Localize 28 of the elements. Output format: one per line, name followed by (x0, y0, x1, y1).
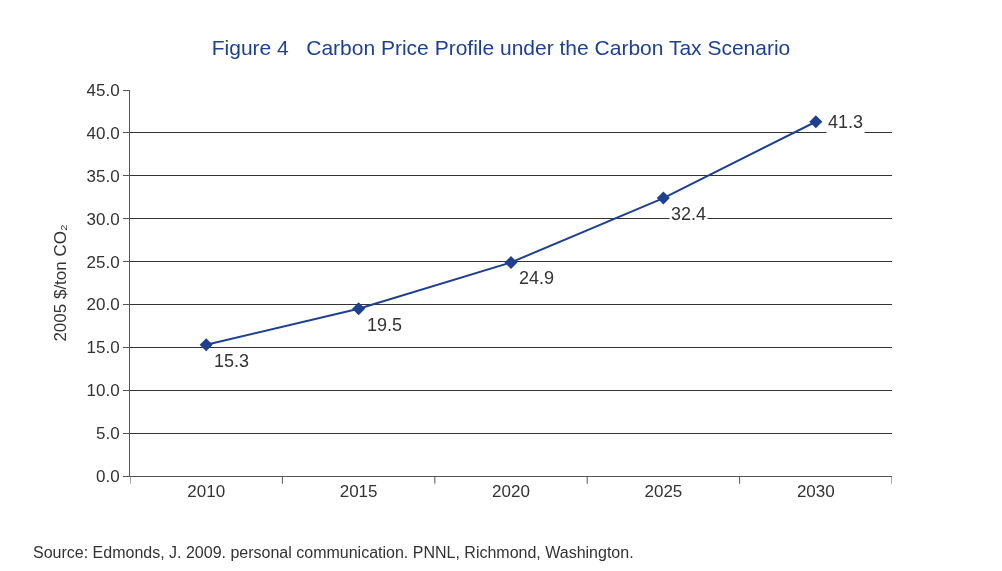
x-tick-label: 2030 (796, 482, 835, 502)
data-label: 32.4 (671, 204, 707, 224)
y-tick-label: 35.0 (86, 166, 120, 186)
x-tick-label: 2010 (187, 482, 226, 502)
y-tick-label: 15.0 (86, 338, 120, 358)
point (809, 115, 823, 129)
x-tick-label: 2020 (492, 482, 530, 502)
y-tick-label: 45.0 (86, 80, 120, 100)
y-tick-label: 20.0 (86, 295, 120, 315)
data-label: 15.3 (214, 351, 250, 371)
data-label: 19.5 (367, 315, 403, 335)
data-label: 24.9 (519, 268, 555, 288)
y-tick-label: 25.0 (86, 252, 120, 272)
source-note: Source: Edmonds, J. 2009. personal communication. PNNL, Richmond, Washington. (33, 544, 634, 561)
y-tick-label: 10.0 (86, 381, 120, 401)
x-tick-label: 2025 (644, 482, 683, 502)
point (504, 255, 518, 269)
point (352, 302, 366, 316)
x-tick-label: 2015 (339, 482, 378, 502)
y-axis-title: 2005 $/ton CO₂ (51, 224, 71, 342)
data-label: 41.3 (828, 112, 864, 132)
chart-title: Figure 4 Carbon Price Profile under the Carbon Tax Scenario (211, 35, 791, 59)
y-tick-label: 0.0 (95, 466, 120, 486)
point (199, 338, 213, 352)
point (656, 191, 670, 205)
y-tick-label: 5.0 (95, 424, 120, 444)
y-tick-label: 40.0 (86, 123, 120, 143)
y-tick-label: 30.0 (86, 209, 120, 229)
